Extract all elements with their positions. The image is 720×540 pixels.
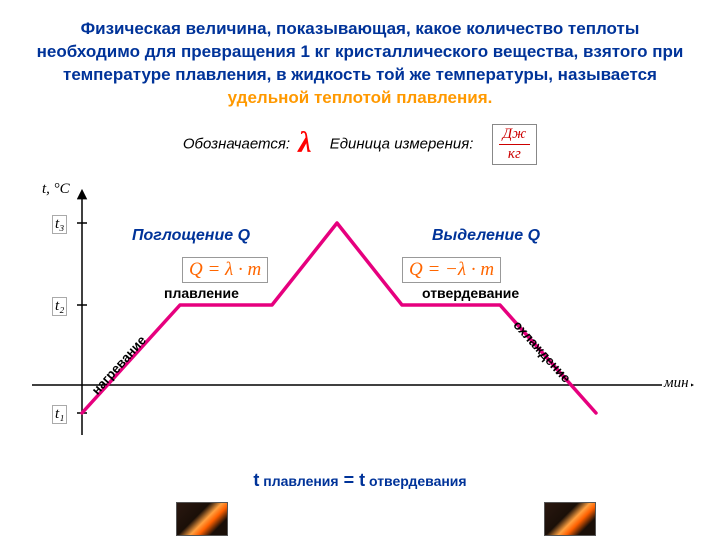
unit-label: Единица измерения:: [330, 135, 474, 152]
formula-absorb: Q = λ · m: [182, 257, 268, 283]
solidify-label: отвердевание: [422, 285, 519, 301]
eq-t2-sub: отвердевания: [365, 473, 466, 489]
eq-equals: =: [339, 470, 360, 490]
thumbnail-right: [544, 502, 596, 536]
eq-t1-sub: плавления: [259, 473, 338, 489]
y-axis-label: t, °C: [40, 181, 72, 198]
title-highlight: удельной теплотой плавления.: [228, 88, 493, 107]
x-axis-label: мин: [662, 375, 691, 392]
unit-numerator: Дж: [499, 127, 531, 145]
ytick-t2: t₂: [52, 297, 67, 316]
ytick-t3: t₃: [52, 215, 67, 234]
definition-title: Физическая величина, показывающая, какое…: [0, 0, 720, 116]
chart-svg: [22, 185, 702, 445]
unit-fraction: Дж кг: [492, 124, 538, 165]
melting-label: плавление: [164, 285, 239, 301]
release-label: Выделение Q: [432, 227, 540, 245]
lambda-symbol: λ: [294, 126, 325, 159]
title-main: Физическая величина, показывающая, какое…: [37, 19, 684, 84]
formula-release: Q = −λ · m: [402, 257, 501, 283]
temperature-equation: t плавления = t отвердевания: [0, 470, 720, 491]
absorb-label: Поглощение Q: [132, 227, 250, 245]
designated-label: Обозначается:: [183, 135, 290, 152]
phase-chart: t, °C t₃ t₂ t₁ Поглощение Q Выделение Q …: [22, 185, 702, 445]
ytick-t1: t₁: [52, 405, 67, 424]
unit-denominator: кг: [499, 145, 531, 162]
thumbnail-left: [176, 502, 228, 536]
notation-row: Обозначается: λ Единица измерения: Дж кг: [0, 124, 720, 165]
